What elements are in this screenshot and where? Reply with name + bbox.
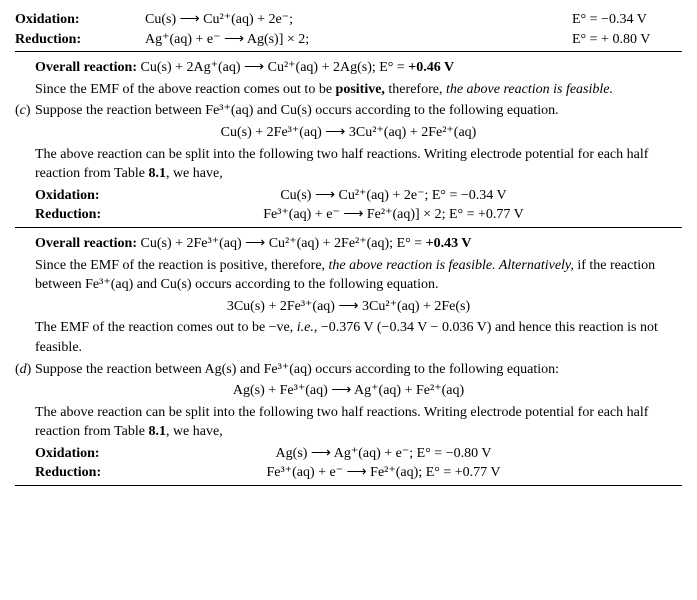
feasible-text: the above reaction is feasible. [446,82,613,97]
c-marker: (c) [15,101,35,121]
divider [15,485,682,486]
c-overall-pot: +0.43 V [426,236,472,251]
d-oxidation-row: Oxidation: Ag(s) ⟶ Ag⁺(aq) + e⁻; E° = −0… [15,444,682,464]
c-intro: (c) Suppose the reaction between Fe³⁺(aq… [15,101,682,121]
oxidation-eq: Cu(s) ⟶ Cu²⁺(aq) + 2e⁻; [145,10,572,30]
reduction-pot: E° = + 0.80 V [572,30,682,50]
c-eq1: Cu(s) + 2Fe³⁺(aq) ⟶ 3Cu²⁺(aq) + 2Fe²⁺(aq… [15,123,682,143]
c-oxidation-row: Oxidation: Cu(s) ⟶ Cu²⁺(aq) + 2e⁻; E° = … [15,186,682,206]
d-table-ref: 8.1 [148,424,166,439]
c-ox-eq: Cu(s) ⟶ Cu²⁺(aq) + 2e⁻; E° = −0.34 V [165,186,682,206]
c-reduction-row: Reduction: Fe³⁺(aq) + e⁻ ⟶ Fe²⁺(aq)] × 2… [15,205,682,225]
divider [15,227,682,228]
d-split-end: , we have, [166,424,223,439]
c-split-text: The above reaction can be split into the… [35,147,648,182]
since-text1: Since the EMF of the above reaction come… [35,82,336,97]
c-ox-label: Oxidation: [35,186,165,206]
d-red-label: Reduction: [35,463,165,483]
c-conclusion2: The EMF of the reaction comes out to be … [15,318,682,357]
since-text2: therefore, [385,82,446,97]
c-concl3: The EMF of the reaction comes out to be … [35,320,297,335]
overall-pot: +0.46 V [408,60,454,75]
d-intro-text: Suppose the reaction between Ag(s) and F… [35,360,559,380]
divider [15,51,682,52]
overall-label: Overall reaction: [35,60,137,75]
positive-text: positive, [336,82,385,97]
c-red-eq: Fe³⁺(aq) + e⁻ ⟶ Fe²⁺(aq)] × 2; E° = +0.7… [165,205,682,225]
d-ox-eq: Ag(s) ⟶ Ag⁺(aq) + e⁻; E° = −0.80 V [165,444,682,464]
reduction-eq: Ag⁺(aq) + e⁻ ⟶ Ag(s)] × 2; [145,30,572,50]
c-concl-it: the above reaction is feasible. Alternat… [329,258,574,273]
c-concl1: Since the EMF of the reaction is positiv… [35,258,329,273]
c-overall-eq: Cu(s) + 2Fe³⁺(aq) ⟶ Cu²⁺(aq) + 2Fe²⁺(aq)… [137,236,426,251]
reduction-label: Reduction: [15,30,145,50]
d-eq1: Ag(s) + Fe³⁺(aq) ⟶ Ag⁺(aq) + Fe²⁺(aq) [15,381,682,401]
table-ref: 8.1 [148,166,166,181]
d-red-eq: Fe³⁺(aq) + e⁻ ⟶ Fe²⁺(aq); E° = +0.77 V [165,463,682,483]
d-reduction-row: Reduction: Fe³⁺(aq) + e⁻ ⟶ Fe²⁺(aq); E° … [15,463,682,483]
ab-reduction-row: Reduction: Ag⁺(aq) + e⁻ ⟶ Ag(s)] × 2; E°… [15,30,682,50]
ab-oxidation-row: Oxidation: Cu(s) ⟶ Cu²⁺(aq) + 2e⁻; E° = … [15,10,682,30]
d-split: The above reaction can be split into the… [15,403,682,442]
overall-eq: Cu(s) + 2Ag⁺(aq) ⟶ Cu²⁺(aq) + 2Ag(s); E°… [137,60,408,75]
d-split-text: The above reaction can be split into the… [35,405,648,440]
d-intro: (d) Suppose the reaction between Ag(s) a… [15,360,682,380]
c-conclusion1: Since the EMF of the reaction is positiv… [15,256,682,295]
oxidation-pot: E° = −0.34 V [572,10,682,30]
ab-conclusion: Since the EMF of the above reaction come… [15,80,682,100]
c-split: The above reaction can be split into the… [15,145,682,184]
ab-overall: Overall reaction: Cu(s) + 2Ag⁺(aq) ⟶ Cu²… [15,58,682,78]
oxidation-label: Oxidation: [15,10,145,30]
c-red-label: Reduction: [35,205,165,225]
ie-text: i.e., [297,320,318,335]
c-split-end: , we have, [166,166,223,181]
c-overall: Overall reaction: Cu(s) + 2Fe³⁺(aq) ⟶ Cu… [15,234,682,254]
c-intro-text: Suppose the reaction between Fe³⁺(aq) an… [35,101,559,121]
d-marker: (d) [15,360,35,380]
c-eq2: 3Cu(s) + 2Fe³⁺(aq) ⟶ 3Cu²⁺(aq) + 2Fe(s) [15,297,682,317]
c-overall-label: Overall reaction: [35,236,137,251]
d-ox-label: Oxidation: [35,444,165,464]
